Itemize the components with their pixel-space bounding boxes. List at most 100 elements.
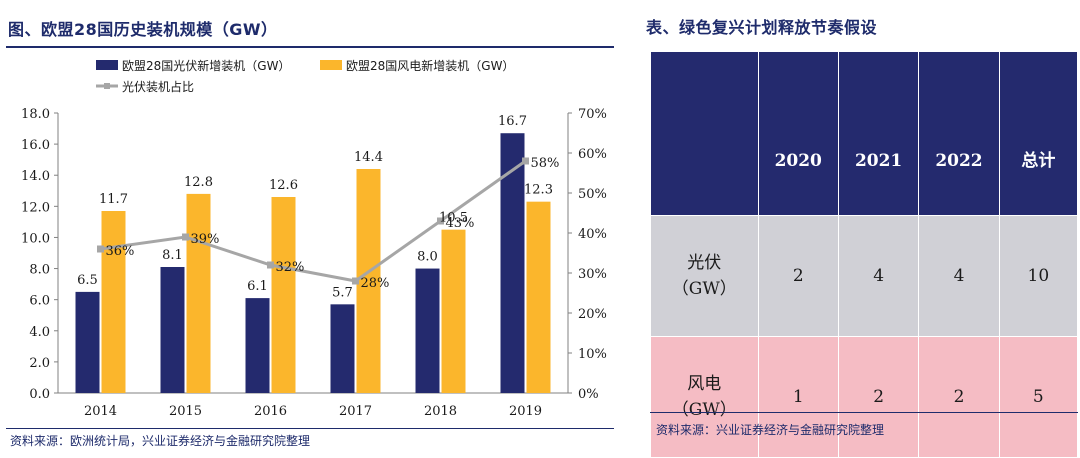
cell-wind-2021: 2: [837, 336, 920, 458]
cell-wind-2020: 1: [757, 336, 839, 458]
legend-swatch-share-marker: [104, 83, 110, 89]
wind-value-label: 10.5: [439, 211, 468, 226]
share-value-label: 36%: [106, 244, 135, 259]
y-tick-label: 4.0: [29, 325, 50, 340]
right-panel: 表、绿色复兴计划释放节奏假设 2020 2021 2022 总计 光伏 （GW）…: [640, 0, 1080, 458]
table-source-rule: [650, 412, 1078, 413]
chart-share-line: [97, 157, 529, 285]
header-cell-empty: [650, 51, 759, 216]
row-label-wind: 风电 （GW）: [650, 336, 759, 458]
y-tick-label: 10.0: [21, 231, 50, 246]
header-cell-2022: 2022: [918, 51, 1000, 216]
share-point: [437, 217, 444, 225]
table-header-row: 2020 2021 2022 总计: [650, 51, 1079, 216]
y2-tick-label: 20%: [578, 307, 607, 322]
x-tick-label: 2019: [509, 404, 542, 419]
y2-tick-label: 30%: [578, 267, 607, 282]
wind-value-label: 12.6: [269, 178, 298, 193]
pv-value-label: 5.7: [332, 285, 353, 300]
row-label-pv: 光伏 （GW）: [650, 215, 759, 337]
y-tick-label: 18.0: [21, 107, 50, 122]
y2-tick-label: 0%: [578, 387, 599, 402]
chart-value-labels: 6.5 11.7 8.1 12.8 6.1 12.6 5.7 14.4 8.0 10.5 16.7 1…: [77, 114, 559, 300]
header-cell-total: 总计: [998, 51, 1079, 216]
share-line-path: [100, 159, 527, 283]
source-rule: [6, 428, 614, 429]
y-tick-label: 6.0: [29, 294, 50, 309]
table-source: 资料来源：兴业证券经济与金融研究院整理: [656, 423, 885, 437]
cell-wind-2022: 2: [918, 336, 1000, 458]
cell-pv-2020: 2: [757, 215, 839, 337]
legend-label-share: 光伏装机占比: [122, 79, 194, 94]
y-tick-label: 16.0: [21, 138, 50, 153]
chart-legend: 欧盟28国光伏新增装机（GW） 欧盟28国风电新增装机（GW） 光伏装机占比: [96, 58, 514, 94]
x-tick-label: 2015: [169, 404, 202, 419]
header-cell-2020: 2020: [757, 51, 839, 216]
x-tick-label: 2017: [339, 404, 372, 419]
cell-pv-2022: 4: [918, 215, 1000, 337]
pv-bar: [245, 298, 270, 393]
legend-label-pv: 欧盟28国光伏新增装机（GW）: [122, 58, 290, 73]
share-value-label: 28%: [361, 276, 390, 291]
share-point: [352, 277, 359, 285]
x-tick-label: 2018: [424, 404, 457, 419]
chart-axes: 0.0 2.0 4.0 6.0 8.0 10.0 12.0 14.0 16.0 18.0 0% 10%…: [21, 107, 607, 419]
pv-bar: [330, 304, 355, 393]
row-label-pv-line2: （GW）: [671, 279, 737, 299]
wind-value-label: 12.8: [184, 175, 213, 190]
chart-source: 资料来源：欧洲统计局，兴业证券经济与金融研究院整理: [10, 434, 311, 448]
legend-label-wind: 欧盟28国风电新增装机（GW）: [346, 58, 514, 73]
y2-tick-label: 10%: [578, 347, 607, 362]
legend-swatch-wind: [320, 60, 342, 70]
x-tick-label: 2014: [84, 404, 117, 419]
y-tick-label: 2.0: [29, 356, 50, 371]
wind-bar: [441, 229, 466, 393]
y2-tick-label: 50%: [578, 187, 607, 202]
share-value-label: 43%: [446, 216, 475, 231]
y-tick-label: 0.0: [29, 387, 50, 402]
share-value-label: 39%: [191, 232, 220, 247]
row-label-wind-line2: （GW）: [671, 400, 737, 420]
cell-wind-total: 5: [998, 336, 1079, 458]
release-pace-table: 2020 2021 2022 总计 光伏 （GW） 2 4 4 10 风电 （: [650, 51, 1079, 458]
share-point: [182, 233, 189, 241]
eu28-installation-chart: 欧盟28国光伏新增装机（GW） 欧盟28国风电新增装机（GW） 光伏装机占比 0.0…: [21, 58, 607, 419]
wind-bar: [101, 211, 126, 393]
wind-bar: [271, 197, 296, 393]
cell-pv-total: 10: [998, 215, 1079, 337]
pv-bar: [415, 268, 440, 393]
wind-value-label: 14.4: [354, 150, 383, 165]
title-rule: [6, 46, 614, 48]
left-panel: 图、欧盟28国历史装机规模（GW） 欧盟28国光伏新增装机（GW） 欧盟28国风电…: [6, 20, 614, 448]
share-value-label: 32%: [276, 260, 305, 275]
pv-bar: [500, 133, 525, 393]
y2-tick-label: 70%: [578, 107, 607, 122]
y-tick-label: 8.0: [29, 263, 50, 278]
pv-value-label: 8.0: [417, 250, 438, 265]
share-value-label: 58%: [531, 156, 560, 171]
wind-value-label: 12.3: [524, 183, 553, 198]
wind-bar: [356, 169, 381, 393]
pv-value-label: 16.7: [498, 114, 527, 129]
share-point: [522, 157, 529, 165]
wind-bar: [526, 201, 551, 393]
x-tick-label: 2016: [254, 404, 287, 419]
wind-bar: [186, 193, 211, 393]
chart-title: 图、欧盟28国历史装机规模（GW）: [8, 20, 278, 39]
y2-tick-label: 60%: [578, 147, 607, 162]
pv-bar: [75, 291, 100, 393]
pv-value-label: 6.1: [247, 279, 268, 294]
row-label-wind-line1: 风电: [687, 374, 722, 394]
table-row-pv: 光伏 （GW） 2 4 4 10: [650, 215, 1079, 337]
cell-pv-2021: 4: [837, 215, 920, 337]
pv-value-label: 6.5: [77, 273, 98, 288]
y-tick-label: 14.0: [21, 169, 50, 184]
header-cell-2021: 2021: [837, 51, 920, 216]
wind-value-label: 11.7: [99, 192, 128, 207]
y-tick-label: 12.0: [21, 200, 50, 215]
pv-bar: [160, 267, 185, 393]
row-label-pv-line1: 光伏: [687, 253, 722, 273]
share-point: [97, 245, 104, 253]
table-row-wind: 风电 （GW） 1 2 2 5: [650, 336, 1079, 458]
table-title: 表、绿色复兴计划释放节奏假设: [646, 18, 878, 37]
